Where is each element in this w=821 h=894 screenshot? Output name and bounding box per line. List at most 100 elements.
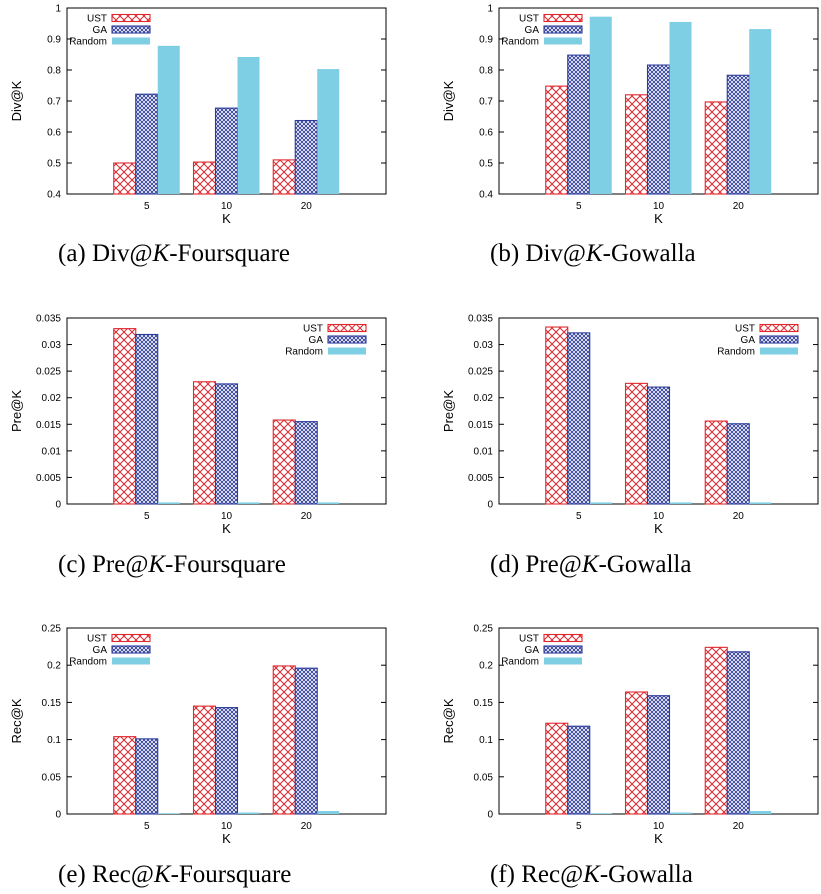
x-axis-label: K xyxy=(654,211,663,226)
legend-label-ga: GA xyxy=(741,335,756,346)
y-tick-label: 0.015 xyxy=(468,420,493,431)
y-tick-label: 0.005 xyxy=(36,473,61,484)
y-tick-label: 0.25 xyxy=(42,624,62,635)
legend-swatch-ga xyxy=(543,645,583,654)
caption-a: (a) Div@K-Foursquare xyxy=(58,240,291,267)
legend-swatch-random xyxy=(112,657,150,665)
legend-swatch-ust xyxy=(543,633,583,643)
y-tick-label: 0.5 xyxy=(47,159,61,170)
legend-label-ust: UST xyxy=(519,14,539,25)
y-tick-label: 0 xyxy=(487,810,493,821)
y-tick-label: 0.01 xyxy=(474,446,494,457)
bar-ust xyxy=(113,736,137,815)
bar-random xyxy=(589,813,612,814)
y-tick-label: 0.15 xyxy=(474,698,494,709)
y-axis-label: Div@K xyxy=(9,80,24,121)
y-tick-label: 0.05 xyxy=(42,772,62,783)
legend-swatch-ga xyxy=(111,645,151,654)
caption-b: (b) Div@K-Gowalla xyxy=(490,240,696,267)
legend-swatch-random xyxy=(112,37,150,45)
legend-label-ust: UST xyxy=(303,324,323,335)
legend-swatch-ust xyxy=(111,633,151,643)
x-tick-label: 20 xyxy=(733,821,745,832)
bar-ga xyxy=(135,738,159,815)
bar-ga xyxy=(214,383,239,505)
y-tick-label: 0.015 xyxy=(36,420,61,431)
y-tick-label: 1 xyxy=(487,4,493,15)
bar-ga xyxy=(646,386,671,505)
y-tick-label: 0.03 xyxy=(474,340,494,351)
legend-label-ust: UST xyxy=(87,634,107,645)
bar-ga xyxy=(214,707,239,815)
bar-ust xyxy=(272,419,296,505)
y-tick-label: 0.2 xyxy=(47,661,61,672)
y-tick-label: 0.05 xyxy=(474,772,494,783)
y-axis-label: Rec@K xyxy=(441,698,456,743)
x-tick-label: 5 xyxy=(144,511,150,522)
legend-swatch-random xyxy=(544,657,582,665)
y-tick-label: 0.4 xyxy=(47,190,61,201)
legend-swatch-random xyxy=(328,347,366,355)
bar-ust xyxy=(192,381,217,505)
legend-label-ust: UST xyxy=(735,324,755,335)
legend-swatch-ga xyxy=(543,25,583,34)
legend-swatch-random xyxy=(544,37,582,45)
legend-label-random: Random xyxy=(501,657,539,668)
bar-ust xyxy=(545,85,569,195)
bar-ga xyxy=(646,64,671,195)
bar-random xyxy=(669,502,692,504)
y-axis-label: Rec@K xyxy=(9,698,24,743)
bar-ga xyxy=(567,332,591,505)
bar-ust xyxy=(113,162,137,195)
bar-ga xyxy=(567,54,591,195)
y-tick-label: 0.9 xyxy=(479,35,493,46)
bar-ga xyxy=(567,725,591,815)
caption-d: (d) Pre@K-Gowalla xyxy=(490,551,692,578)
y-tick-label: 0.02 xyxy=(474,393,494,404)
bar-random xyxy=(669,812,692,814)
y-tick-label: 0.02 xyxy=(42,393,62,404)
x-tick-label: 20 xyxy=(301,511,313,522)
x-tick-label: 5 xyxy=(144,201,150,212)
legend-label-ga: GA xyxy=(93,25,108,36)
bar-ga xyxy=(726,74,750,195)
y-tick-label: 0.8 xyxy=(47,66,61,77)
x-tick-label: 20 xyxy=(301,201,313,212)
bar-ust xyxy=(624,94,649,195)
legend-swatch-ust xyxy=(543,13,583,23)
bar-ga xyxy=(294,421,318,505)
x-tick-label: 10 xyxy=(221,201,233,212)
x-axis-label: K xyxy=(222,211,231,226)
y-tick-label: 0.03 xyxy=(42,340,62,351)
bar-random xyxy=(317,502,340,504)
y-tick-label: 0.7 xyxy=(47,97,61,108)
legend-swatch-ust xyxy=(759,323,799,333)
bar-ga xyxy=(726,423,750,505)
y-tick-label: 0 xyxy=(487,500,493,511)
y-axis-label: Div@K xyxy=(441,80,456,121)
bar-ga xyxy=(294,119,318,195)
legend-label-ga: GA xyxy=(93,645,108,656)
bar-random xyxy=(237,56,260,195)
x-tick-label: 5 xyxy=(576,821,582,832)
x-tick-label: 5 xyxy=(576,511,582,522)
bar-random xyxy=(237,502,260,504)
y-tick-label: 0.6 xyxy=(479,128,493,139)
y-tick-label: 0.025 xyxy=(36,367,61,378)
legend-label-random: Random xyxy=(69,37,107,48)
y-tick-label: 0.15 xyxy=(42,698,62,709)
y-tick-label: 0.1 xyxy=(47,735,61,746)
legend-label-ga: GA xyxy=(525,645,540,656)
y-tick-label: 0.01 xyxy=(42,446,62,457)
legend-label-ust: UST xyxy=(519,634,539,645)
y-tick-label: 0.6 xyxy=(47,128,61,139)
bar-ga xyxy=(135,333,159,505)
bar-ust xyxy=(113,328,137,505)
bar-ust xyxy=(704,101,728,195)
bar-ust xyxy=(192,161,217,195)
bar-ust xyxy=(545,722,569,815)
legend-label-random: Random xyxy=(69,657,107,668)
y-tick-label: 0.8 xyxy=(479,66,493,77)
legend-swatch-ga xyxy=(759,335,799,344)
bar-random xyxy=(749,502,772,504)
